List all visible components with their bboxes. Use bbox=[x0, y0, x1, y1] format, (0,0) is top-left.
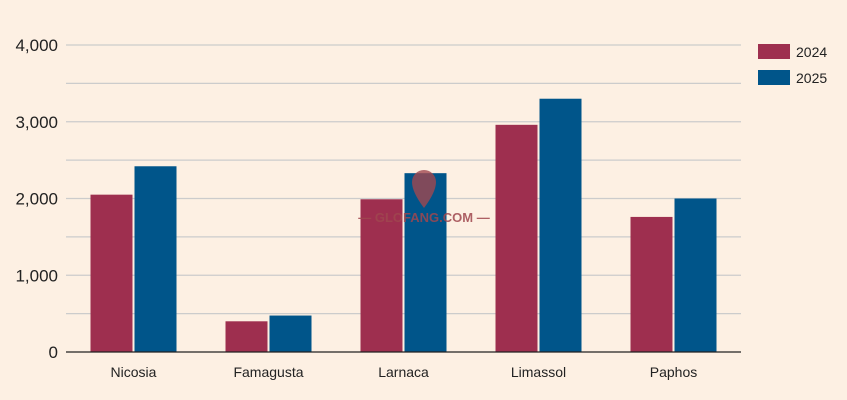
x-tick-label: Paphos bbox=[650, 364, 697, 380]
legend-label-2025: 2025 bbox=[796, 70, 827, 86]
bar-2024-paphos bbox=[630, 216, 673, 352]
bar-2025-nicosia bbox=[134, 166, 177, 352]
x-tick-label: Nicosia bbox=[111, 364, 157, 380]
watermark-pin-icon bbox=[412, 170, 436, 208]
y-tick-label: 4,000 bbox=[15, 36, 58, 55]
y-tick-label: 1,000 bbox=[15, 266, 58, 285]
x-tick-label: Larnaca bbox=[378, 364, 429, 380]
legend-swatch-2024 bbox=[758, 44, 790, 59]
bar-2024-nicosia bbox=[90, 194, 133, 352]
y-tick-label: 3,000 bbox=[15, 113, 58, 132]
bar-2025-famagusta bbox=[269, 315, 312, 352]
bar-2024-larnaca bbox=[360, 199, 403, 352]
x-tick-label: Limassol bbox=[511, 364, 566, 380]
x-tick-label: Famagusta bbox=[233, 364, 303, 380]
watermark: — GLOFANG.COM — bbox=[358, 210, 489, 225]
legend-swatch-2025 bbox=[758, 70, 790, 85]
y-tick-label: 0 bbox=[49, 343, 58, 362]
bar-2025-limassol bbox=[539, 98, 582, 352]
y-tick-label: 2,000 bbox=[15, 190, 58, 209]
legend-label-2024: 2024 bbox=[796, 44, 827, 60]
bar-2025-paphos bbox=[674, 198, 717, 352]
bar-2024-famagusta bbox=[225, 321, 268, 352]
bar-2024-limassol bbox=[495, 124, 538, 352]
